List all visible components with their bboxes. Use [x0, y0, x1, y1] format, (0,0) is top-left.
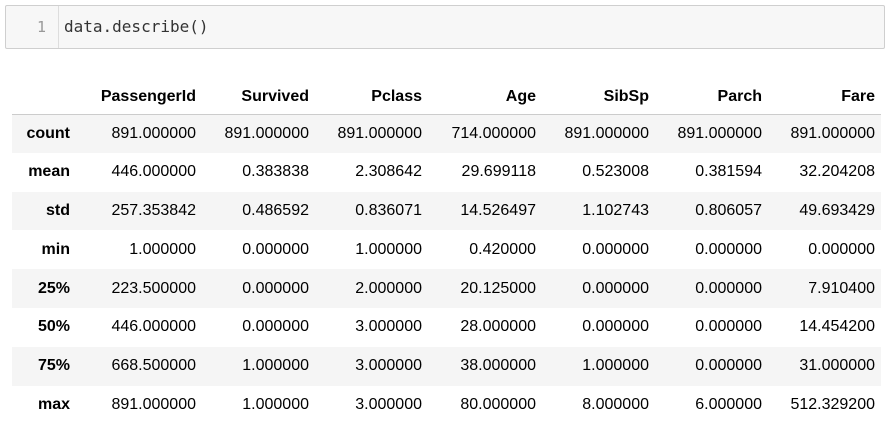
- table-cell: 0.000000: [242, 240, 309, 258]
- table-cell: 446.000000: [111, 318, 196, 336]
- table-cell: 1.102743: [582, 201, 649, 219]
- table-row: std 257.353842 0.486592 0.836071 14.5264…: [12, 191, 881, 231]
- table-cell: 3.000000: [355, 318, 422, 336]
- row-index: mean: [28, 163, 70, 181]
- row-index: std: [46, 201, 70, 219]
- gutter-divider: [58, 6, 59, 48]
- column-header: Age: [428, 80, 542, 115]
- line-number: 1: [36, 18, 46, 36]
- table-cell: 2.308642: [355, 163, 422, 181]
- cell-output: PassengerId Survived Pclass Age SibSp Pa…: [12, 80, 881, 424]
- table-cell: 512.329200: [790, 395, 875, 413]
- table-cell: 891.000000: [564, 124, 649, 142]
- table-row: mean 446.000000 0.383838 2.308642 29.699…: [12, 153, 881, 192]
- table-cell: 891.000000: [224, 124, 309, 142]
- table-cell: 0.000000: [582, 279, 649, 297]
- column-header: Parch: [655, 80, 768, 115]
- table-cell: 0.000000: [808, 240, 875, 258]
- column-header: Fare: [768, 80, 881, 115]
- table-cell: 38.000000: [460, 357, 536, 375]
- table-cell: 32.204208: [799, 163, 875, 181]
- table-cell: 0.486592: [242, 201, 309, 219]
- table-header-row: PassengerId Survived Pclass Age SibSp Pa…: [12, 80, 881, 115]
- table-cell: 257.353842: [111, 201, 196, 219]
- table-row: 25% 223.500000 0.000000 2.000000 20.1250…: [12, 269, 881, 308]
- table-cell: 891.000000: [677, 124, 762, 142]
- table-cell: 891.000000: [790, 124, 875, 142]
- table-cell: 49.693429: [799, 201, 875, 219]
- table-cell: 0.420000: [469, 240, 536, 258]
- row-index: 50%: [37, 318, 70, 336]
- table-cell: 891.000000: [111, 395, 196, 413]
- table-cell: 1.000000: [242, 395, 309, 413]
- table-cell: 0.000000: [695, 279, 762, 297]
- table-cell: 0.000000: [242, 318, 309, 336]
- table-cell: 0.000000: [582, 240, 649, 258]
- table-cell: 14.526497: [460, 201, 536, 219]
- table-cell: 1.000000: [355, 240, 422, 258]
- table-cell: 28.000000: [460, 318, 536, 336]
- table-row: min 1.000000 0.000000 1.000000 0.420000 …: [12, 230, 881, 269]
- column-header: Pclass: [315, 80, 428, 115]
- table-cell: 0.381594: [695, 163, 762, 181]
- row-index: max: [37, 395, 70, 413]
- table-cell: 0.383838: [242, 163, 309, 181]
- table-cell: 0.000000: [242, 279, 309, 297]
- table-row: max 891.000000 1.000000 3.000000 80.0000…: [12, 386, 881, 425]
- table-cell: 80.000000: [460, 395, 536, 413]
- table-cell: 3.000000: [355, 395, 422, 413]
- table-cell: 891.000000: [337, 124, 422, 142]
- row-index: min: [41, 240, 70, 258]
- table-cell: 891.000000: [111, 124, 196, 142]
- table-cell: 29.699118: [461, 163, 536, 181]
- describe-table: PassengerId Survived Pclass Age SibSp Pa…: [12, 80, 881, 424]
- table-cell: 0.000000: [695, 357, 762, 375]
- table-row: count 891.000000 891.000000 891.000000 7…: [12, 114, 881, 153]
- table-cell: 8.000000: [582, 395, 649, 413]
- table-cell: 1.000000: [129, 240, 196, 258]
- table-row: 75% 668.500000 1.000000 3.000000 38.0000…: [12, 346, 881, 386]
- table-cell: 714.000000: [451, 124, 536, 142]
- table-cell: 7.910400: [808, 279, 875, 297]
- table-cell: 0.000000: [582, 318, 649, 336]
- table-cell: 0.523008: [582, 163, 649, 181]
- table-cell: 1.000000: [582, 357, 649, 375]
- table-cell: 6.000000: [695, 395, 762, 413]
- table-cell: 668.500000: [111, 357, 196, 375]
- table-cell: 3.000000: [355, 357, 422, 375]
- table-cell: 0.806057: [695, 201, 762, 219]
- column-header: Survived: [202, 80, 315, 115]
- table-cell: 2.000000: [355, 279, 422, 297]
- table-cell: 0.000000: [695, 318, 762, 336]
- table-cell: 20.125000: [460, 279, 536, 297]
- code-text[interactable]: data.describe(): [64, 17, 209, 36]
- table-cell: 446.000000: [111, 163, 196, 181]
- table-cell: 0.000000: [695, 240, 762, 258]
- table-cell: 223.500000: [111, 279, 196, 297]
- index-header: [12, 80, 78, 115]
- row-index: count: [26, 124, 70, 142]
- row-index: 25%: [37, 279, 70, 297]
- column-header: PassengerId: [78, 80, 202, 115]
- code-cell-input[interactable]: 1 data.describe(): [5, 5, 885, 49]
- table-row: 50% 446.000000 0.000000 3.000000 28.0000…: [12, 308, 881, 347]
- table-cell: 14.454200: [799, 318, 875, 336]
- table-cell: 0.836071: [355, 201, 422, 219]
- column-header: SibSp: [542, 80, 655, 115]
- table-cell: 1.000000: [242, 357, 309, 375]
- table-cell: 31.000000: [799, 357, 875, 375]
- row-index: 75%: [37, 357, 70, 375]
